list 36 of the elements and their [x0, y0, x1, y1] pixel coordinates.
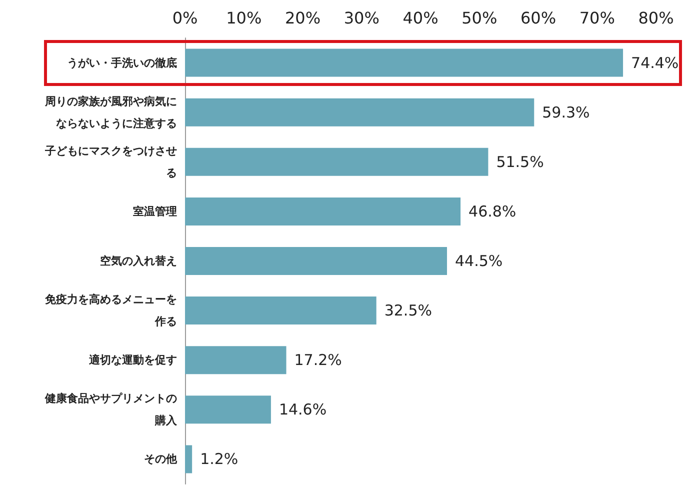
y-tick-label: 周りの家族が風邪や病気にならないように注意する [44, 94, 177, 130]
x-tick-label: 50% [462, 8, 498, 28]
x-tick-label: 40% [402, 8, 438, 28]
y-tick-label: うがい・手洗いの徹底 [67, 56, 177, 70]
x-tick-label: 20% [284, 8, 321, 28]
bar [185, 48, 624, 77]
y-tick-label: 空気の入れ替え [100, 254, 177, 268]
data-label: 51.5% [496, 152, 544, 171]
data-label: 14.6% [278, 400, 327, 419]
data-label: 46.8% [468, 202, 516, 220]
bar [185, 396, 271, 424]
data-label: 32.5% [384, 302, 432, 320]
x-tick-label: 80% [638, 8, 674, 28]
y-tick-label: 子どもにマスクをつけさせる [44, 144, 177, 180]
x-tick-label: 10% [226, 8, 262, 28]
x-tick-label: 60% [520, 8, 556, 28]
bar [185, 197, 461, 226]
data-label: 74.4% [631, 54, 679, 72]
data-label: 17.2% [294, 351, 342, 370]
data-label: 59.3% [542, 103, 590, 122]
data-label: 1.2% [200, 450, 238, 468]
y-tick-label: 適切な運動を促す [88, 354, 177, 367]
bar [185, 98, 534, 126]
bar [185, 445, 192, 474]
y-tick-label: 健康食品やサプリメントの購入 [44, 392, 178, 428]
bar [185, 346, 286, 374]
bar [185, 296, 376, 325]
x-tick-label: 30% [344, 8, 380, 28]
y-tick-label: 免疫力を高めるメニューを作る [44, 293, 177, 328]
bar [185, 247, 447, 275]
y-tick-label: 室温管理 [133, 204, 177, 218]
x-tick-label: 70% [579, 8, 615, 28]
y-tick-label: その他 [144, 452, 178, 466]
x-tick-label: 0% [172, 8, 198, 28]
bar [185, 148, 488, 176]
data-label: 44.5% [454, 252, 503, 270]
